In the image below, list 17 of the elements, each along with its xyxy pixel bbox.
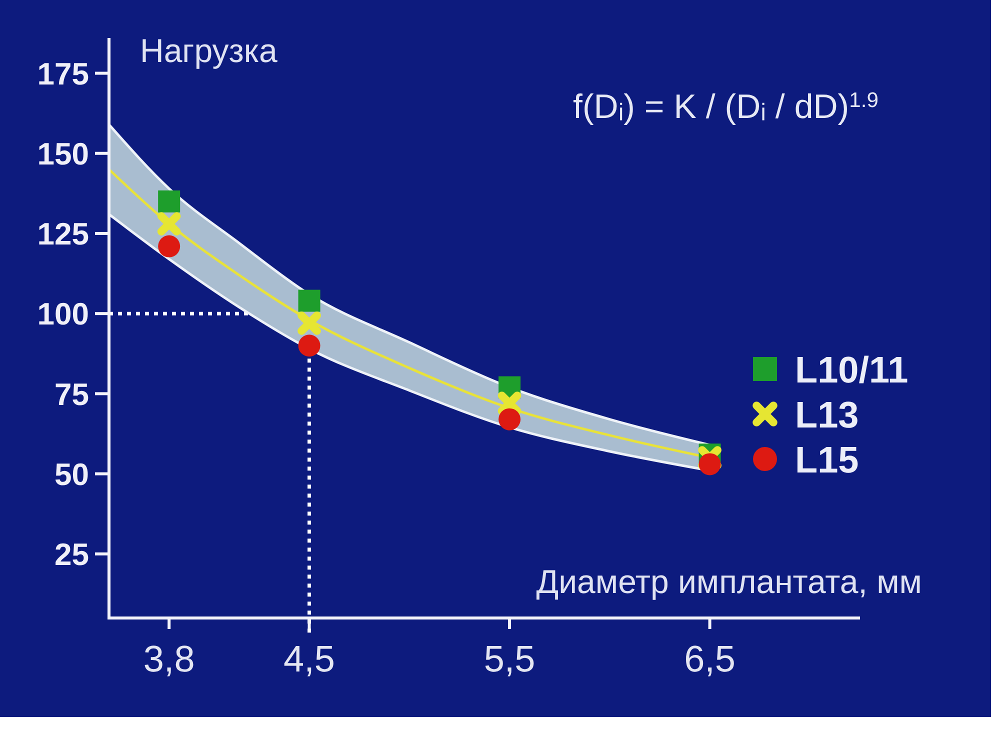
- legend-label: L13: [795, 394, 859, 436]
- annotation: f(Dᵢ) = K / (Dᵢ / dD)$^{1.9}$: [573, 88, 878, 126]
- y-tick-label: 175: [37, 56, 89, 92]
- x-axis-title: Диаметр имплантата, мм: [536, 563, 922, 600]
- y-tick-label: 125: [37, 216, 89, 252]
- y-tick-label: 50: [54, 456, 89, 492]
- y-tick-label: 75: [54, 376, 89, 412]
- legend-label: L15: [795, 439, 859, 480]
- x-tick-label: 5,5: [484, 638, 536, 680]
- y-tick-label: 25: [54, 537, 89, 572]
- x-tick-label: 6,5: [684, 638, 736, 680]
- x-tick-label: 4,5: [284, 638, 335, 680]
- y-tick-label: 150: [37, 136, 89, 172]
- legend-label: L10/11: [795, 349, 908, 390]
- x-tick-label: 3,8: [143, 638, 195, 680]
- y-tick-label: 100: [37, 296, 89, 332]
- y-axis-title: Нагрузка: [140, 32, 278, 69]
